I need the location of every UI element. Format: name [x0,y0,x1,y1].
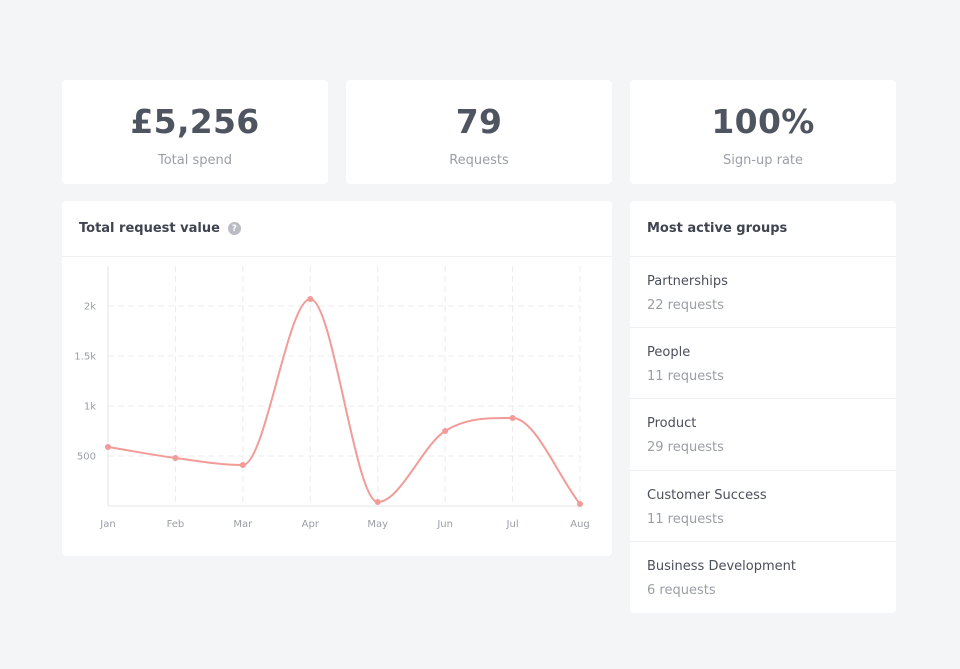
group-count: 11 requests [647,511,724,527]
stat-card-signup-rate: 100% Sign-up rate [630,80,896,184]
groups-header: Most active groups [630,201,896,257]
x-tick-label: Jul [506,519,519,530]
stat-value: 100% [711,102,815,141]
chart-header: Total request value ? [62,201,612,257]
group-count: 29 requests [647,440,724,456]
y-tick-label: 500 [77,452,96,463]
stat-card-total-spend: £5,256 Total spend [62,80,328,184]
help-icon[interactable]: ? [227,222,241,235]
groups-card: Most active groups Partnerships 22 reque… [630,201,896,613]
stat-label: Total spend [157,153,232,168]
x-tick-label: Apr [302,519,320,530]
groups-title: Most active groups [647,221,788,236]
x-tick-label: Jan [99,519,115,530]
group-count: 11 requests [647,369,724,385]
y-tick-label: 2k [84,302,96,313]
group-item-customer-success[interactable]: Customer Success 11 requests [630,471,896,542]
group-item-product[interactable]: Product 29 requests [630,399,896,471]
data-point [307,296,314,302]
line-chart: 500 1k 1.5k 2k Jan Feb Mar Apr May Jun Jul Aug [74,266,590,530]
group-count: 22 requests [647,298,724,313]
x-tick-label: Mar [233,519,253,530]
stat-label: Requests [449,153,509,168]
group-name: Product [647,416,697,432]
y-tick-label: 1.5k [74,352,96,363]
x-tick-label: May [367,519,388,530]
stat-card-requests: 79 Requests [346,80,612,184]
data-point [239,462,246,468]
group-item-people[interactable]: People 11 requests [630,328,896,400]
chart-card: Total request value ? 500 1k 1.5k 2k Jan Feb M… [62,201,612,556]
stat-value: £5,256 [130,102,260,141]
group-name: Customer Success [647,487,767,503]
series-line [107,297,581,505]
x-tick-label: Aug [570,519,590,530]
stat-value: 79 [455,102,503,141]
chart-title: Total request value [79,221,220,236]
group-item-partnerships[interactable]: Partnerships 22 requests [630,257,896,329]
group-item-business-development[interactable]: Business Development 6 requests [630,542,896,613]
x-tick-label: Jun [436,519,453,530]
y-tick-label: 1k [84,402,96,413]
x-tick-label: Feb [167,519,185,530]
group-name: Business Development [647,558,796,574]
data-point [442,428,449,434]
groups-list: Partnerships 22 requests People 11 reque… [630,257,896,613]
group-name: Partnerships [647,274,728,289]
data-point [509,415,516,421]
data-point [577,501,583,507]
group-count: 6 requests [647,582,716,598]
data-point [105,444,111,450]
stat-label: Sign-up rate [722,153,804,168]
group-name: People [647,345,691,361]
data-point [172,455,179,461]
data-point [374,499,381,505]
